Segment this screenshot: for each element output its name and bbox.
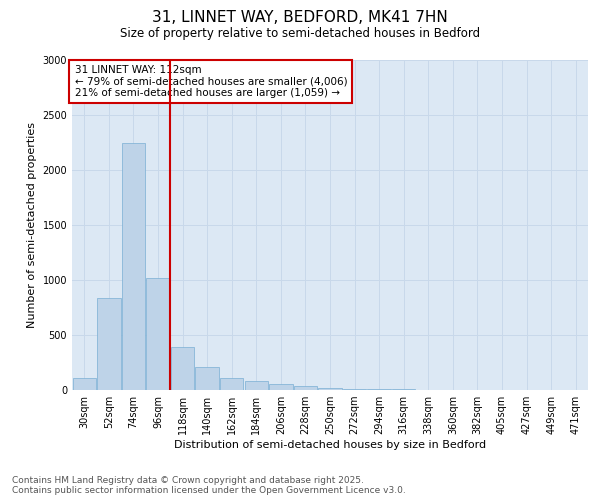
- Bar: [146, 278, 170, 390]
- Bar: [171, 347, 194, 390]
- Bar: [343, 389, 366, 390]
- Text: Contains HM Land Registry data © Crown copyright and database right 2025.
Contai: Contains HM Land Registry data © Crown c…: [12, 476, 406, 495]
- Bar: [220, 378, 244, 390]
- Bar: [73, 378, 96, 390]
- Bar: [294, 386, 317, 390]
- X-axis label: Distribution of semi-detached houses by size in Bedford: Distribution of semi-detached houses by …: [174, 440, 486, 450]
- Bar: [319, 388, 341, 390]
- Text: 31, LINNET WAY, BEDFORD, MK41 7HN: 31, LINNET WAY, BEDFORD, MK41 7HN: [152, 10, 448, 25]
- Text: Size of property relative to semi-detached houses in Bedford: Size of property relative to semi-detach…: [120, 28, 480, 40]
- Bar: [196, 367, 219, 390]
- Bar: [245, 381, 268, 390]
- Text: 31 LINNET WAY: 112sqm
← 79% of semi-detached houses are smaller (4,006)
21% of s: 31 LINNET WAY: 112sqm ← 79% of semi-deta…: [74, 65, 347, 98]
- Bar: [122, 142, 145, 390]
- Bar: [269, 384, 293, 390]
- Y-axis label: Number of semi-detached properties: Number of semi-detached properties: [27, 122, 37, 328]
- Bar: [97, 298, 121, 390]
